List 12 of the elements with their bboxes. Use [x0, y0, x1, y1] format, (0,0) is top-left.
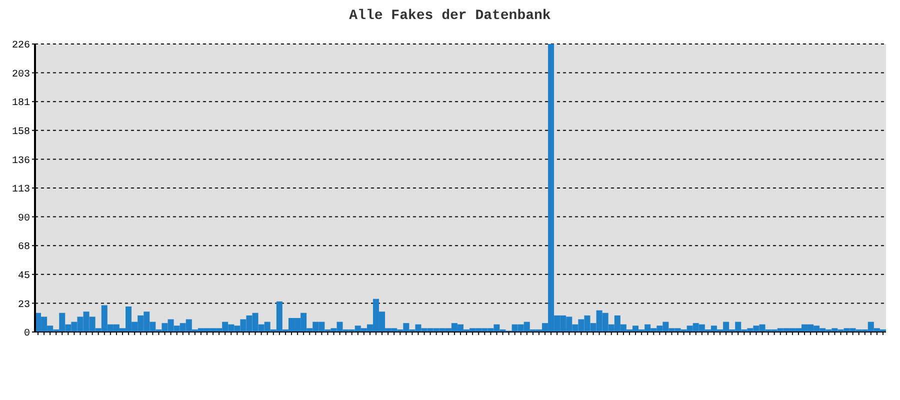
y-tick-label: 158 — [12, 126, 30, 138]
y-tick-label: 23 — [18, 300, 30, 311]
chart-title: Alle Fakes der Datenbank — [348, 8, 552, 26]
y-tick-label: 90 — [18, 213, 30, 224]
y-tick-label: 68 — [18, 242, 30, 254]
y-tick-label: 181 — [12, 98, 30, 110]
y-tick-label: 226 — [12, 40, 30, 52]
y-tick-label: 113 — [12, 184, 30, 196]
y-tick-label: 203 — [12, 69, 30, 80]
y-tick-label: 0 — [24, 328, 30, 340]
y-tick-label: 136 — [12, 156, 30, 167]
y-tick-label: 45 — [18, 270, 30, 282]
